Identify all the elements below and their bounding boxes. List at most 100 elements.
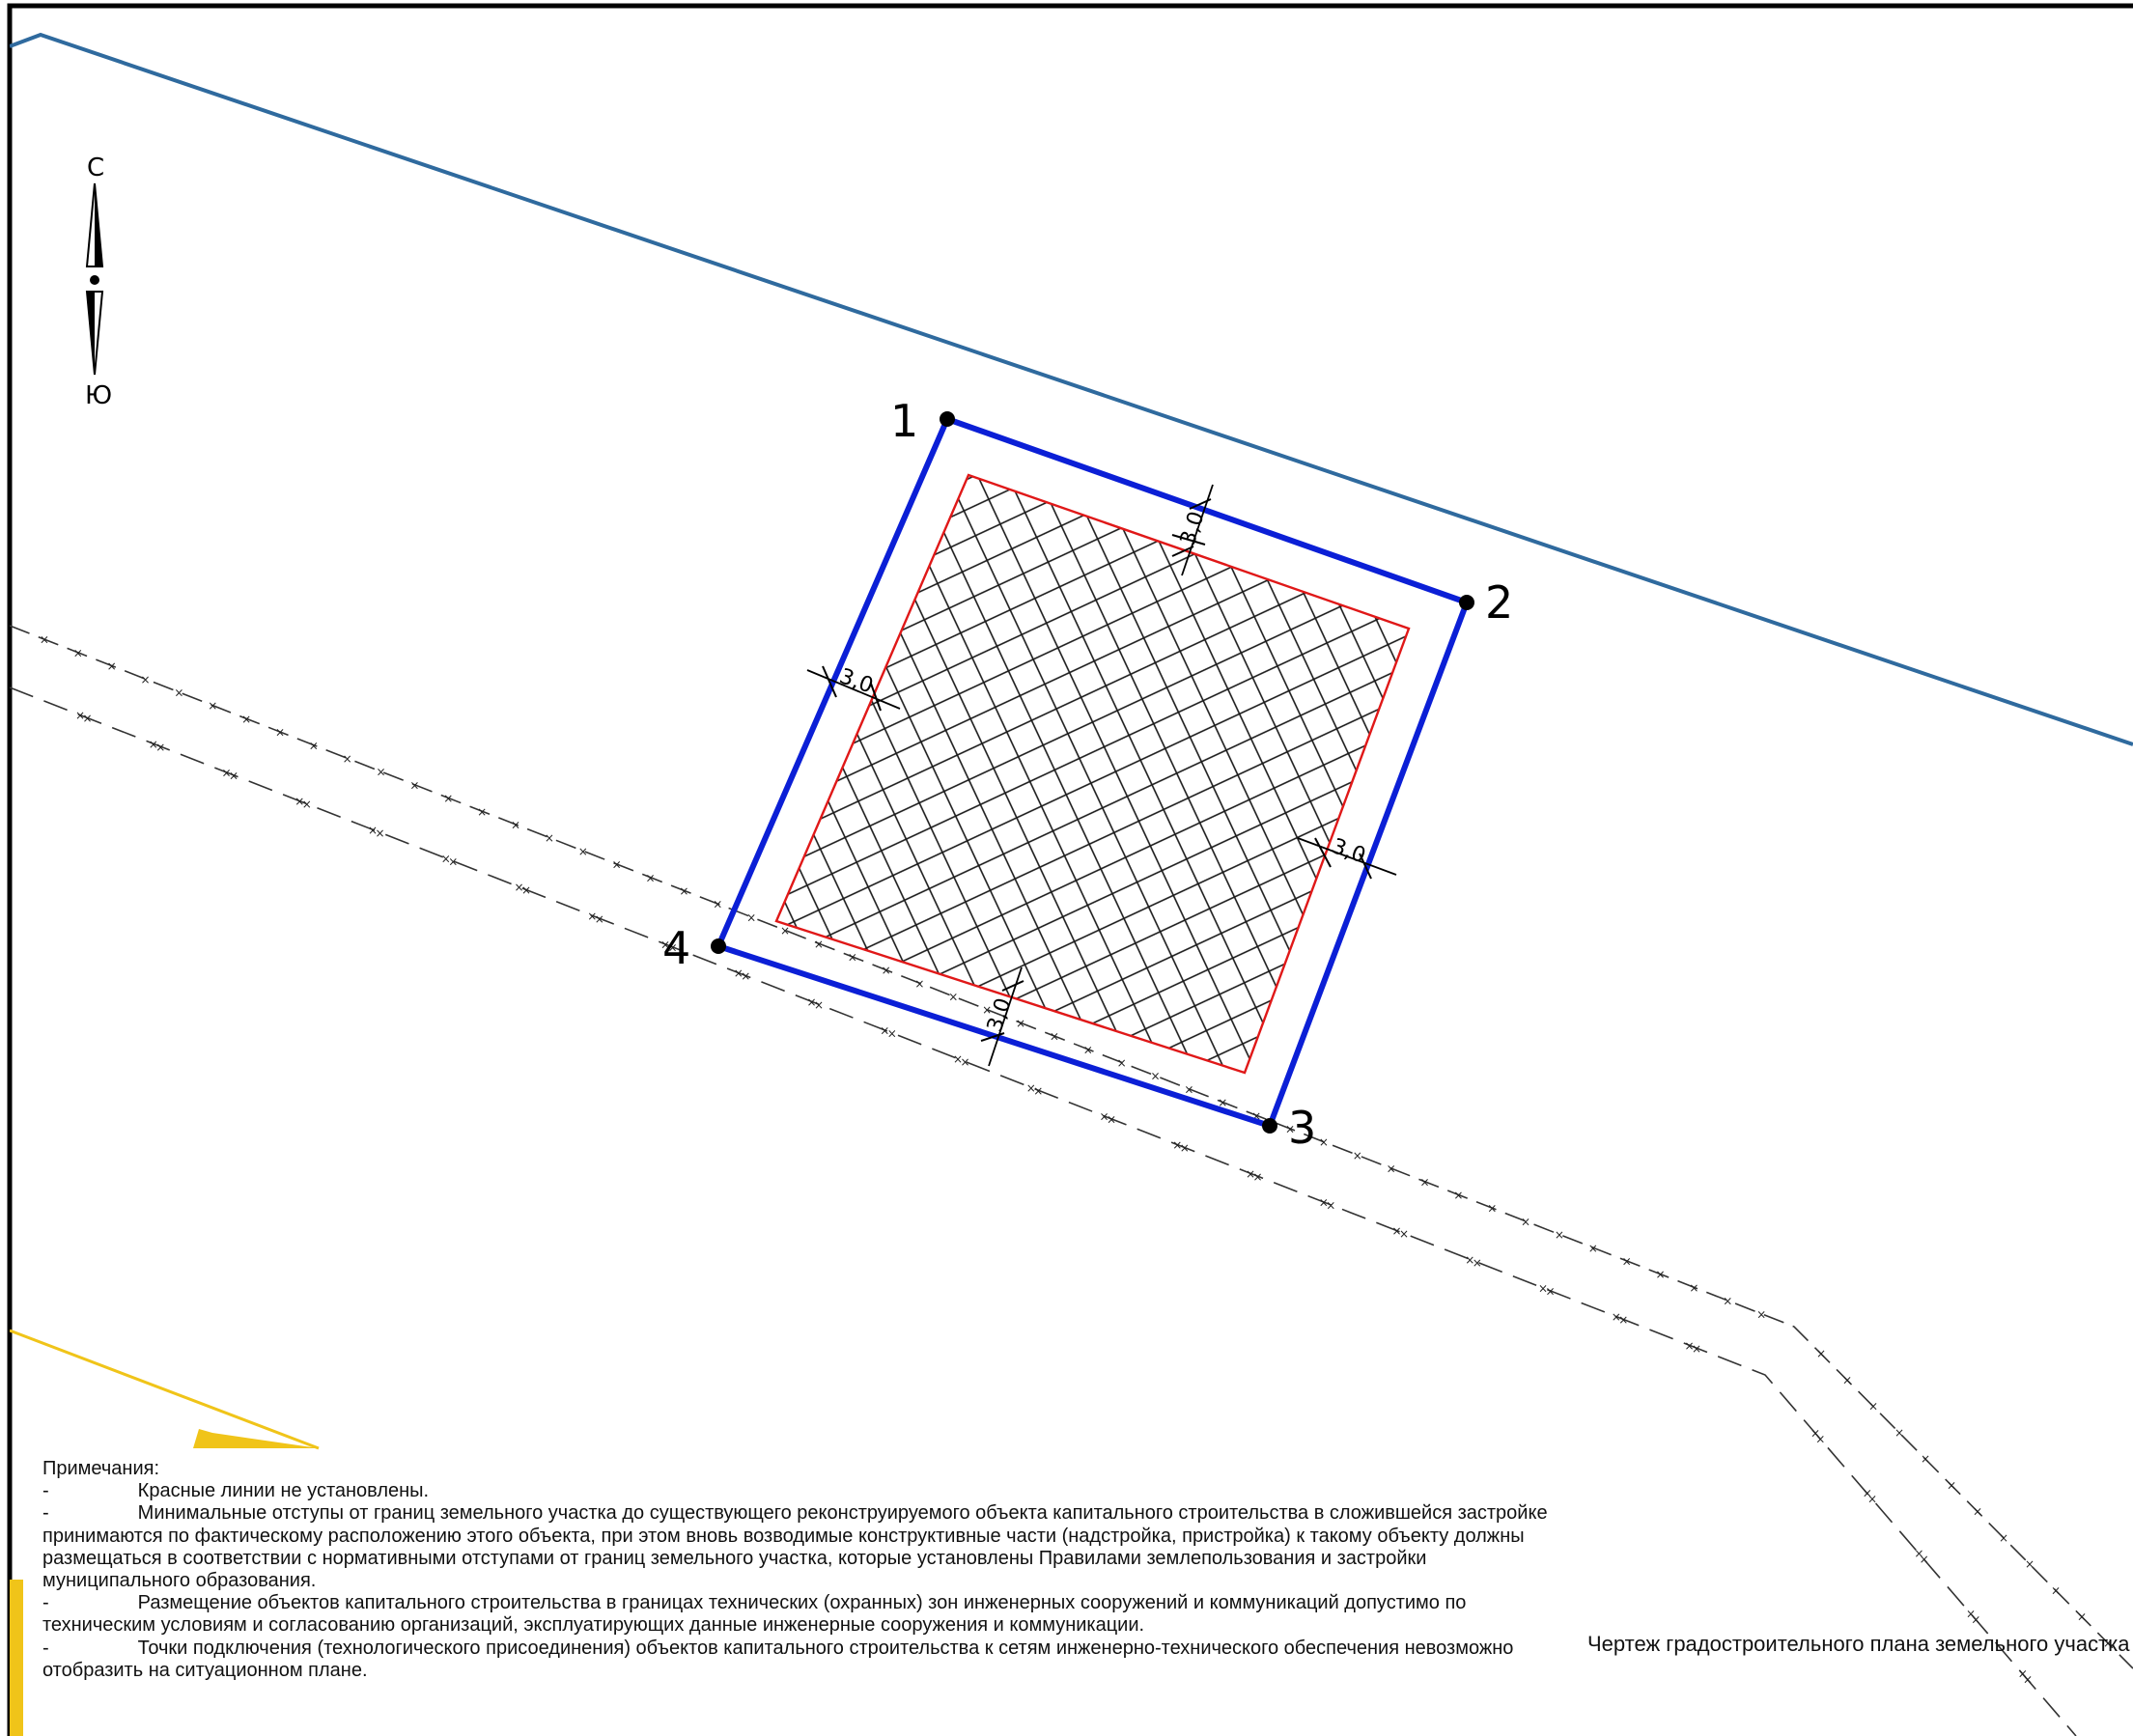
utility-tick-mark: × [545,831,554,845]
utility-tick-mark: × [1026,1081,1036,1095]
utility-tick-mark: × [1973,1505,1982,1519]
utility-tick-mark: × [1083,1043,1093,1056]
utility-tick-mark: × [1723,1295,1732,1308]
point-label: 3 [1288,1102,1316,1154]
utility-tick-mark: × [241,713,251,726]
utility-tick-mark: × [807,995,817,1009]
utility-tick-mark: × [275,726,285,740]
north-label: С [87,154,104,182]
utility-tick-mark: × [1692,1342,1701,1356]
utility-tick-mark: × [1816,1347,1826,1360]
note-text: Точки подключения (технологического прис… [42,1637,1514,1681]
sheet-frame [7,3,2133,1736]
utility-tick-mark: × [1656,1268,1666,1281]
note-item: - Красные линии не установлены. [42,1480,430,1502]
utility-tick-mark: × [1218,1096,1227,1109]
utility-lines: × × × × × × × × × × × × × × × × × × × × × × × × × × × × × × × × × × × × × × × ×… [10,625,2133,1736]
utility-tick-mark: × [1618,1313,1628,1327]
utility-tick-mark: × [880,1024,889,1038]
utility-tick-mark: × [409,778,419,792]
utility-tick-mark: × [1971,1612,1980,1626]
utility-tick-mark: × [448,854,458,868]
utility-tick-mark: × [1252,1170,1262,1184]
utility-tick-mark: × [1545,1284,1555,1298]
point-label: 2 [1485,576,1513,629]
setback-label: 3,0 [1329,834,1368,868]
utility-tick-mark: × [713,898,722,911]
utility-tick-mark: × [1487,1202,1497,1216]
utility-tick-mark: × [1538,1282,1548,1296]
utility-tick-mark: × [1107,1112,1116,1126]
note-item: - Точки подключения (технологического при… [42,1637,1514,1681]
utility-tick-mark: × [149,738,158,751]
utility-tick-mark: × [377,766,386,779]
utility-tick-mark: × [2103,1637,2113,1650]
parcel-point-4[interactable]: 4 [662,922,726,974]
utility-tick-mark: × [1246,1167,1255,1181]
utility-tick-mark: × [1251,1109,1261,1123]
note-text: Красные линии не установлены. [137,1480,430,1502]
utility-tick-mark: × [1894,1426,1904,1440]
utility-line-lower [10,686,2077,1736]
note-item: - Размещение объектов капитального строит… [42,1592,1467,1637]
utility-tick-mark: × [2051,1583,2061,1597]
north-arrow-icon: С Ю [85,154,112,410]
utility-tick-mark: × [660,938,670,952]
utility-tick-mark: × [914,977,924,991]
utility-tick-mark: × [309,739,319,752]
utility-tick-mark: × [343,752,352,766]
note-item: - Минимальные отступы от границ земельног… [42,1502,1548,1592]
utility-tick-mark: × [953,1052,963,1066]
utility-tick-mark: × [443,792,453,805]
utility-tick-mark: × [1285,1123,1295,1136]
utility-tick-mark: × [1966,1607,1976,1620]
utility-tick-mark: × [222,767,232,780]
utility-tick-mark: × [848,950,857,964]
utility-tick-mark: × [746,910,756,924]
parcel-point-1[interactable]: 1 [890,395,955,447]
utility-tick-mark: × [882,964,891,977]
utility-tick-mark: × [1555,1228,1564,1242]
parcel-point-3[interactable]: 3 [1262,1102,1316,1154]
utility-tick-marks: × × × × × × × × × × × × × × × × × × × × × × × × × × × × × × × × × × × × × × × ×… [40,633,2113,1687]
utility-tick-mark: × [174,686,183,699]
utility-tick-mark: × [679,884,688,898]
utility-tick-mark: × [1399,1227,1409,1241]
utility-tick-mark: × [73,646,83,659]
utility-tick-mark: × [515,881,524,894]
utility-tick-mark: × [229,769,239,782]
utility-tick-mark: × [1151,1070,1161,1083]
utility-tick-mark: × [948,991,958,1004]
utility-tick-mark: × [511,818,520,831]
utility-tick-mark: × [1319,1196,1329,1210]
utility-tick-mark: × [441,853,451,866]
utility-tick-mark: × [208,699,217,713]
utility-tick-mark: × [814,998,824,1012]
utility-tick-mark: × [107,659,117,673]
utility-tick-mark: × [1521,1215,1530,1228]
utility-tick-mark: × [2023,1673,2033,1687]
utility-tick-mark: × [982,1003,992,1017]
utility-tick-mark: × [1689,1281,1698,1295]
utility-tick-mark: × [1100,1110,1109,1124]
utility-tick-mark: × [587,910,597,923]
utility-tick-mark: × [1999,1531,2008,1545]
notes-heading: Примечания: [42,1458,160,1479]
utility-tick-mark: × [1319,1135,1329,1149]
utility-tick-mark: × [741,969,750,983]
yellow-zone-fill [193,1429,319,1448]
utility-tick-mark: × [82,712,92,725]
permitted-building-zone [774,473,1411,1075]
parcel-point-2[interactable]: 2 [1459,576,1513,629]
point-label: 4 [662,922,690,974]
utility-tick-mark: × [1184,1082,1193,1096]
utility-tick-mark: × [667,940,677,954]
utility-tick-mark: × [1867,1493,1877,1506]
utility-tick-mark: × [1453,1189,1463,1202]
utility-tick-mark: × [75,709,85,722]
note-text: Минимальные отступы от границ земельного… [42,1502,1548,1592]
utility-tick-mark: × [1465,1253,1474,1267]
notes-block: Примечания: - Красные линии не установлен… [42,1458,1549,1683]
